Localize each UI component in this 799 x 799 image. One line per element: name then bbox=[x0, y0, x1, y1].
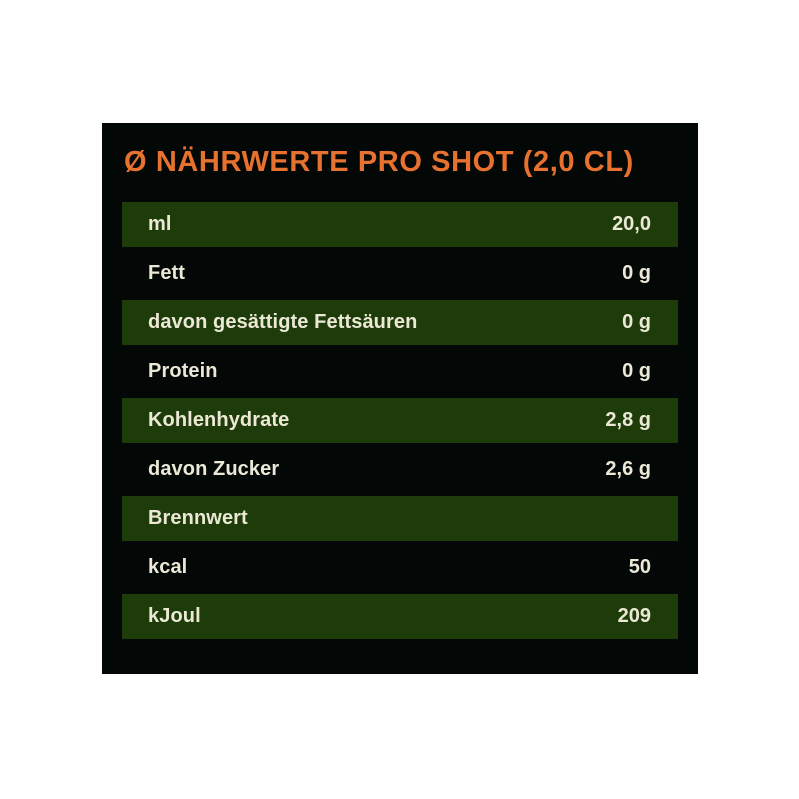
nutrient-value: 0 g bbox=[622, 262, 651, 284]
table-row: Protein 0 g bbox=[122, 349, 678, 394]
table-row: davon gesättigte Fettsäuren 0 g bbox=[122, 300, 678, 345]
nutrient-label: Fett bbox=[148, 262, 186, 284]
table-row: Kohlenhydrate 2,8 g bbox=[122, 398, 678, 443]
nutrient-value: 20,0 bbox=[612, 213, 651, 235]
nutrient-label: Protein bbox=[148, 360, 218, 382]
nutrient-label: kJoul bbox=[148, 605, 201, 627]
nutrient-value: 0 g bbox=[622, 360, 651, 382]
nutrient-label: kcal bbox=[148, 556, 188, 578]
table-row: kcal 50 bbox=[122, 545, 678, 590]
nutrient-value: 50 bbox=[628, 556, 651, 578]
panel-title: Ø NÄHRWERTE PRO SHOT (2,0 CL) bbox=[124, 146, 634, 178]
table-row: kJoul 209 bbox=[122, 594, 678, 639]
nutrient-label: davon gesättigte Fettsäuren bbox=[148, 311, 418, 333]
nutrient-label: Kohlenhydrate bbox=[148, 409, 290, 431]
nutrition-table: ml 20,0 Fett 0 g davon gesättigte Fettsä… bbox=[122, 202, 678, 643]
nutrient-label: davon Zucker bbox=[148, 458, 280, 480]
nutrition-panel: Ø NÄHRWERTE PRO SHOT (2,0 CL) ml 20,0 Fe… bbox=[102, 123, 698, 674]
table-row: davon Zucker 2,6 g bbox=[122, 447, 678, 492]
nutrient-value: 2,6 g bbox=[605, 458, 651, 480]
nutrient-label: Brennwert bbox=[148, 507, 248, 529]
nutrient-value: 0 g bbox=[622, 311, 651, 333]
table-row: Fett 0 g bbox=[122, 251, 678, 296]
nutrient-value: 209 bbox=[617, 605, 651, 627]
table-row: ml 20,0 bbox=[122, 202, 678, 247]
nutrient-label: ml bbox=[148, 213, 172, 235]
nutrient-value: 2,8 g bbox=[605, 409, 651, 431]
table-row: Brennwert bbox=[122, 496, 678, 541]
